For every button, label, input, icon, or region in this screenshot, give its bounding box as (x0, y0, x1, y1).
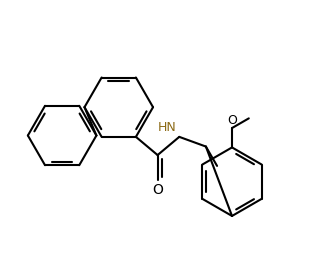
Text: O: O (227, 114, 237, 127)
Text: O: O (152, 183, 163, 197)
Text: HN: HN (158, 121, 177, 134)
